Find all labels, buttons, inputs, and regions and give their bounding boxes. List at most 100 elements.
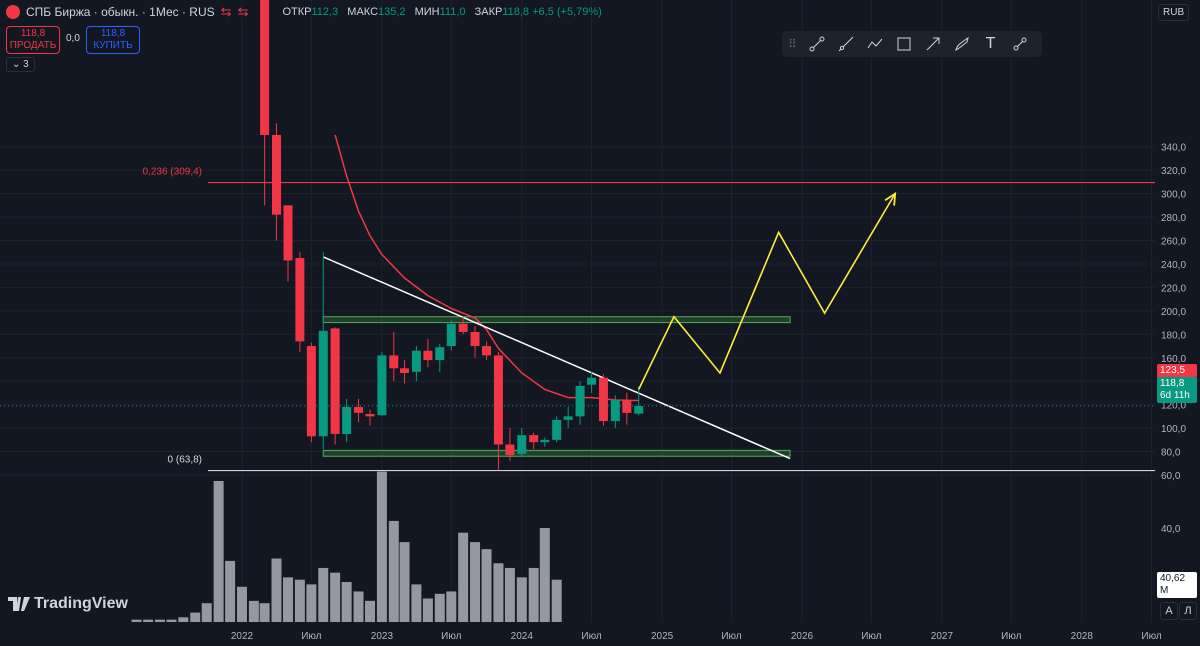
candle-body[interactable] <box>505 444 515 456</box>
indicators-collapse-button[interactable]: ⌄ 3 <box>6 57 35 72</box>
price-tick-label: 180,0 <box>1161 330 1186 341</box>
volume-bar <box>178 617 189 622</box>
ohlc-low-label: МИН <box>414 6 440 18</box>
ohlc-low-value: 111,0 <box>439 6 466 18</box>
candle-body[interactable] <box>400 368 410 373</box>
arrow-icon[interactable] <box>918 32 947 56</box>
brush-icon[interactable] <box>947 32 976 56</box>
ohlc-close-value: 118,8 +6,5 (+5,79%) <box>502 6 602 18</box>
volume-bar <box>248 600 259 622</box>
candle-body[interactable] <box>446 323 456 347</box>
drawing-toolbar: ⠿ T <box>782 31 1042 57</box>
candle-body[interactable] <box>342 406 352 434</box>
fib-level-label: 0,236 (309,4) <box>143 167 203 178</box>
candle-body[interactable] <box>540 439 550 443</box>
candle-body[interactable] <box>283 205 293 261</box>
candle-body[interactable] <box>610 399 620 422</box>
time-tick-label: 2027 <box>931 631 954 642</box>
rectangle-icon[interactable] <box>889 32 918 56</box>
candle-body[interactable] <box>517 435 527 454</box>
volume-badge: 40,62 M <box>1157 572 1197 598</box>
ruler-icon[interactable] <box>1005 32 1034 56</box>
volume-bar <box>318 567 329 622</box>
candle-body[interactable] <box>354 406 364 413</box>
candle-body[interactable] <box>423 350 433 361</box>
candle-body[interactable] <box>271 134 281 215</box>
candle-body[interactable] <box>587 377 597 385</box>
volume-bar <box>131 619 142 622</box>
volume-bar <box>259 603 270 622</box>
tradingview-logo[interactable]: TradingView <box>8 595 128 613</box>
candle-body[interactable] <box>306 346 316 437</box>
candle-body[interactable] <box>389 355 399 369</box>
last-price-value: 118,8 <box>1160 378 1185 389</box>
price-tick-label: 160,0 <box>1161 354 1186 365</box>
ray-icon[interactable] <box>831 32 860 56</box>
candle-body[interactable] <box>260 0 270 135</box>
symbol-title[interactable]: СПБ Биржа · обыкн. · 1Мес · RUS <box>26 5 215 19</box>
volume-bar <box>539 528 550 622</box>
path-icon[interactable] <box>860 32 889 56</box>
support-resistance-zone[interactable] <box>322 316 791 324</box>
support-resistance-zone[interactable] <box>322 449 791 457</box>
ohlc-readout: ОТКР112,3 МАКС135,2 МИН111,0 ЗАКР118,8 +… <box>282 6 607 18</box>
time-tick-label: Июл <box>861 631 881 642</box>
sell-button[interactable]: 118,8 ПРОДАТЬ <box>6 26 60 54</box>
time-tick-label: Июл <box>1001 631 1021 642</box>
drag-handle-icon[interactable]: ⠿ <box>788 37 797 51</box>
candle-body[interactable] <box>330 328 340 434</box>
buy-price: 118,8 <box>100 28 126 39</box>
auto-scale-button[interactable]: A <box>1160 602 1178 620</box>
forecast-path[interactable] <box>637 193 896 390</box>
candle-body[interactable] <box>318 330 328 437</box>
symbol-header: СПБ Биржа · обыкн. · 1Мес · RUS ⇆ ⇆ ОТКР… <box>6 4 608 20</box>
log-scale-button[interactable]: Л <box>1179 602 1197 620</box>
candle-body[interactable] <box>365 414 375 417</box>
candle-body[interactable] <box>482 346 492 356</box>
candle-body[interactable] <box>377 355 387 416</box>
buy-label: КУПИТЬ <box>93 40 133 51</box>
time-tick-label: Июл <box>721 631 741 642</box>
candle-body[interactable] <box>458 323 468 332</box>
volume-bar <box>481 549 492 622</box>
volume-bar <box>294 579 305 622</box>
time-tick-label: 2026 <box>791 631 814 642</box>
candle-body[interactable] <box>622 399 632 413</box>
candle-body[interactable] <box>411 350 421 372</box>
time-axis[interactable] <box>0 624 1200 646</box>
volume-bar <box>213 481 224 622</box>
volume-bar <box>528 567 539 622</box>
time-tick-label: 2025 <box>651 631 674 642</box>
currency-selector[interactable]: RUB <box>1158 4 1190 21</box>
ma-price-badge: 123,5 <box>1157 364 1197 378</box>
trend-line[interactable] <box>322 256 791 460</box>
flag-icon[interactable]: ⇆ <box>220 4 232 19</box>
text-icon[interactable]: T <box>976 32 1005 56</box>
last-price-badge: 118,8 6d 11h <box>1157 377 1197 403</box>
price-tick-label: 300,0 <box>1161 190 1186 201</box>
volume-bar <box>282 577 293 622</box>
candle-body[interactable] <box>563 416 573 420</box>
buy-button[interactable]: 118,8 КУПИТЬ <box>86 26 140 54</box>
sell-price: 118,8 <box>20 28 46 39</box>
candle-body[interactable] <box>295 258 305 342</box>
candle-body[interactable] <box>552 419 562 440</box>
candle-body[interactable] <box>634 406 644 414</box>
candle-body[interactable] <box>435 347 445 361</box>
candle-body[interactable] <box>493 355 503 445</box>
candle-body[interactable] <box>575 385 585 417</box>
price-tick-label: 220,0 <box>1161 283 1186 294</box>
candle-body[interactable] <box>470 331 480 347</box>
price-tick-label: 60,0 <box>1161 471 1181 482</box>
price-axis[interactable] <box>1155 0 1200 646</box>
candle-body[interactable] <box>598 377 608 422</box>
volume-bar <box>434 593 445 622</box>
time-tick-label: 2023 <box>371 631 394 642</box>
indicator-icon[interactable]: ⇆ <box>237 4 249 19</box>
volume-bar <box>493 563 504 622</box>
time-tick-label: 2022 <box>231 631 254 642</box>
volume-bar <box>201 603 212 622</box>
trend-line-icon[interactable] <box>802 32 831 56</box>
candle-body[interactable] <box>529 435 539 443</box>
